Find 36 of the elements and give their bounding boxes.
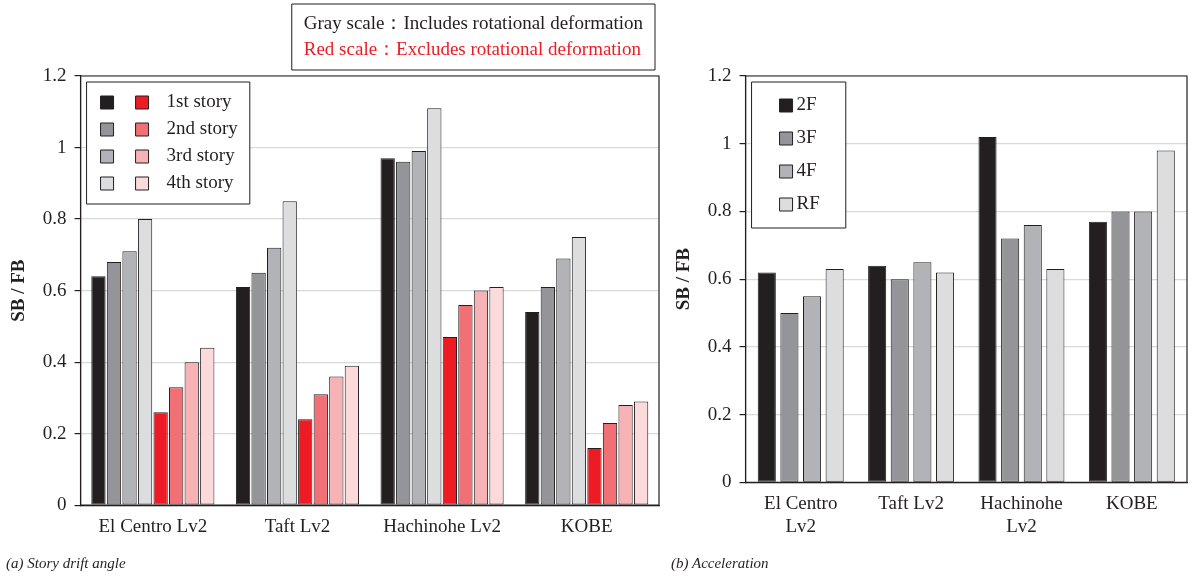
y-tick-label: 1: [57, 135, 67, 157]
x-tick-label: KOBE: [560, 514, 613, 536]
y-tick-label: 0.6: [707, 267, 732, 289]
y-axis-title: SB / FB: [7, 259, 29, 322]
x-tick-label: El Centro Lv2: [98, 514, 208, 536]
x-tick-label: Taft Lv2: [878, 491, 944, 513]
legend-label: 2F: [796, 93, 817, 115]
x-tick-label: KOBE: [1105, 491, 1158, 513]
y-tick-label: 1: [722, 131, 732, 153]
y-tick-label: 0: [722, 470, 732, 492]
x-tick-label: Hachinohe Lv2: [383, 514, 501, 536]
x-tick-label: Hachinohe Lv2: [980, 491, 1063, 536]
y-tick-label: 0.4: [707, 334, 733, 356]
legend-label: 3F: [796, 126, 817, 148]
x-tick-label: El Centro Lv2: [764, 491, 838, 536]
text: Gray scale：Includes rotational deformation: [303, 11, 644, 33]
legend-label: RF: [796, 192, 820, 214]
y-tick-label: 0.6: [42, 278, 67, 300]
x-tick-label: Taft Lv2: [264, 514, 331, 536]
legend-label: 4th story: [166, 171, 235, 193]
y-tick-label: 0.2: [42, 421, 67, 443]
y-tick-label: 0: [57, 493, 67, 515]
y-tick-label: 0.8: [42, 207, 67, 229]
y-tick-label: 1.2: [707, 63, 732, 85]
text: Red scale：Excludes rotational deformation: [303, 37, 642, 59]
legend-label: 3rd story: [166, 144, 236, 166]
legend-label: 2nd story: [166, 117, 239, 139]
y-tick-label: 1.2: [42, 63, 67, 85]
y-tick-label: 0.8: [707, 199, 732, 221]
y-tick-label: 0.2: [707, 402, 732, 424]
y-axis-title: SB / FB: [672, 247, 694, 311]
legend-label: 1st story: [166, 90, 232, 112]
legend-label: 4F: [796, 159, 817, 181]
text: (a) Story drift angle: [6, 555, 126, 572]
text: (b) Acceleration: [671, 555, 769, 572]
y-tick-label: 0.4: [42, 350, 68, 372]
